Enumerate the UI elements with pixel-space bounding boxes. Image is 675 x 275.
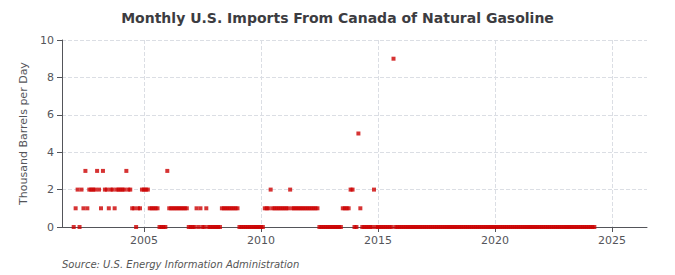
svg-text:2015: 2015 [364, 234, 392, 247]
svg-text:2020: 2020 [481, 234, 509, 247]
svg-text:2010: 2010 [247, 234, 275, 247]
svg-text:6: 6 [47, 108, 54, 121]
svg-text:0: 0 [47, 221, 54, 234]
svg-text:Source: U.S. Energy Informatio: Source: U.S. Energy Information Administ… [62, 259, 299, 270]
svg-text:2025: 2025 [598, 234, 626, 247]
svg-text:2: 2 [47, 183, 54, 196]
svg-text:Thousand Barrels per Day: Thousand Barrels per Day [17, 62, 30, 206]
svg-text:8: 8 [47, 71, 54, 84]
svg-text:4: 4 [47, 146, 54, 159]
svg-text:Monthly U.S. Imports From Cana: Monthly U.S. Imports From Canada of Natu… [121, 10, 554, 26]
svg-text:2005: 2005 [130, 234, 158, 247]
svg-text:10: 10 [40, 34, 54, 47]
